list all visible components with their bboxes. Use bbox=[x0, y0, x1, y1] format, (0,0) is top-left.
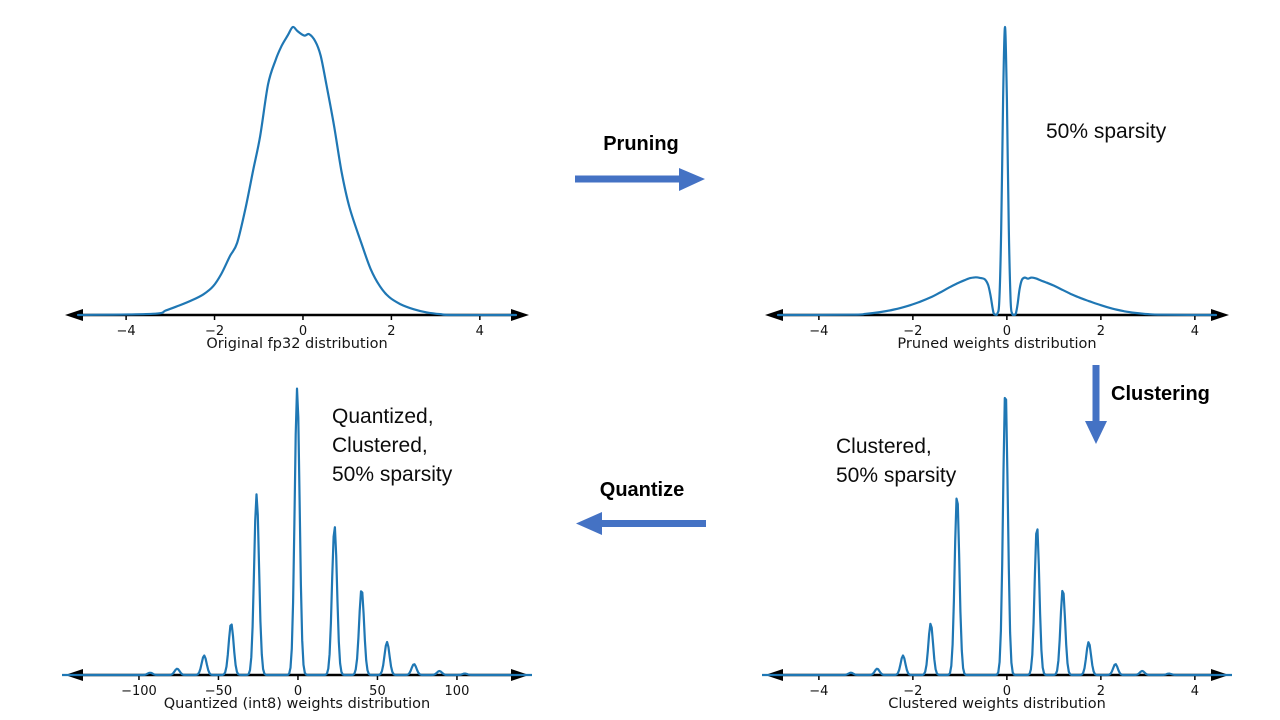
svg-text:−2: −2 bbox=[205, 324, 224, 339]
svg-text:2: 2 bbox=[387, 324, 395, 339]
svg-text:−4: −4 bbox=[117, 324, 136, 339]
original-fp32-density-chart: −4 −2 0 2 4 bbox=[65, 25, 529, 339]
pruning-step-label: Pruning bbox=[603, 133, 679, 155]
plot-quantized-int8-weights: −100 −50 0 50 100 Quantized (int8) weights d… bbox=[62, 378, 532, 718]
plot-title-original-fp32: Original fp32 distribution bbox=[206, 336, 388, 352]
svg-text:50: 50 bbox=[369, 684, 386, 699]
note-line: 50% sparsity bbox=[332, 463, 453, 486]
note-line: 50% sparsity bbox=[836, 464, 957, 487]
clustering-arrow-down-icon bbox=[1085, 365, 1107, 444]
note-line: Clustered, bbox=[332, 434, 428, 457]
plot-title-clustered-weights: Clustered weights distribution bbox=[888, 696, 1106, 712]
quantized-int8-weights-density-chart: −100 −50 0 50 100 bbox=[62, 387, 532, 699]
note-50-percent-sparsity: 50% sparsity bbox=[1046, 117, 1166, 146]
svg-text:0: 0 bbox=[1003, 684, 1011, 699]
svg-text:0: 0 bbox=[299, 324, 307, 339]
quantize-step-label: Quantize bbox=[599, 479, 685, 501]
svg-text:0: 0 bbox=[294, 684, 302, 699]
svg-text:−50: −50 bbox=[205, 684, 232, 699]
note-clustered-sparsity: Clustered, 50% sparsity bbox=[836, 432, 956, 490]
plot-title-quantized-int8-weights: Quantized (int8) weights distribution bbox=[163, 696, 431, 712]
svg-text:−4: −4 bbox=[809, 324, 828, 339]
clustering-step-label: Clustering bbox=[1111, 383, 1210, 405]
svg-text:100: 100 bbox=[445, 684, 470, 699]
note-line: 50% sparsity bbox=[1046, 120, 1167, 143]
svg-text:4: 4 bbox=[476, 324, 484, 339]
plot-title-pruned-weights: Pruned weights distribution bbox=[897, 336, 1097, 352]
svg-text:−2: −2 bbox=[903, 324, 922, 339]
svg-text:0: 0 bbox=[1003, 324, 1011, 339]
clustered-weights-density-chart: −4 −2 0 2 4 bbox=[762, 396, 1232, 699]
note-line: Quantized, bbox=[332, 405, 434, 428]
svg-text:2: 2 bbox=[1097, 324, 1105, 339]
pruned-weights-density-chart: −4 −2 0 2 4 bbox=[765, 25, 1229, 339]
svg-text:−2: −2 bbox=[903, 684, 922, 699]
svg-text:−4: −4 bbox=[809, 684, 828, 699]
svg-text:2: 2 bbox=[1097, 684, 1105, 699]
svg-text:4: 4 bbox=[1191, 684, 1199, 699]
svg-text:4: 4 bbox=[1191, 324, 1199, 339]
pruning-arrow-right-icon bbox=[575, 168, 705, 191]
note-line: Clustered, bbox=[836, 435, 932, 458]
plot-clustered-weights: −4 −2 0 2 4 Clustered weights distribution bbox=[762, 378, 1232, 718]
quantize-arrow-left-icon bbox=[576, 512, 706, 535]
note-quantized-clustered-sparsity: Quantized, Clustered, 50% sparsity bbox=[332, 402, 452, 489]
plot-original-fp32: −4 −2 0 2 4 Original fp32 distribution bbox=[62, 12, 532, 360]
plot-pruned-weights: −4 −2 0 2 4 Pruned weights distribution bbox=[762, 12, 1232, 360]
svg-text:−100: −100 bbox=[121, 684, 157, 699]
